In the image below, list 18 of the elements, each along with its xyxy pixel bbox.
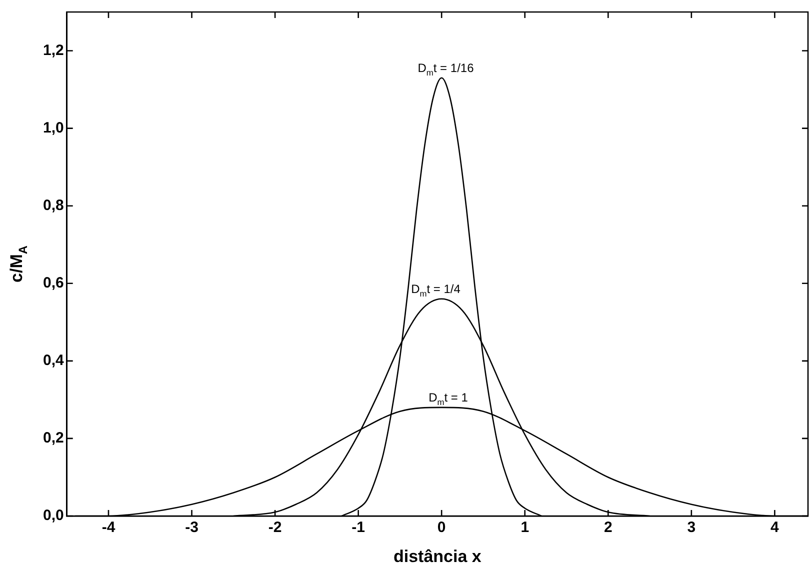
x-tick-label: 0 [437, 519, 446, 536]
y-tick-label: 0,0 [42, 507, 64, 524]
x-tick-label: -1 [352, 519, 365, 536]
x-tick-label: 2 [604, 519, 612, 536]
x-tick-label: 1 [520, 519, 530, 536]
y-tick-label: 0,4 [42, 352, 64, 370]
y-tick-label: 0,2 [42, 430, 64, 447]
x-tick-label: 3 [687, 519, 696, 536]
x-tick-label: -2 [268, 519, 282, 536]
x-tick-label: -4 [102, 519, 116, 536]
x-axis-title: distância x [393, 547, 482, 566]
y-tick-label: 1,2 [42, 42, 64, 59]
x-tick-label: 4 [770, 519, 780, 536]
y-axis-title: c/MA [7, 245, 30, 282]
x-tick-label: -3 [185, 519, 198, 536]
y-tick-label: 1,0 [42, 119, 64, 136]
y-tick-label: 0,8 [42, 196, 64, 214]
y-tick-label: 0,6 [42, 274, 64, 292]
